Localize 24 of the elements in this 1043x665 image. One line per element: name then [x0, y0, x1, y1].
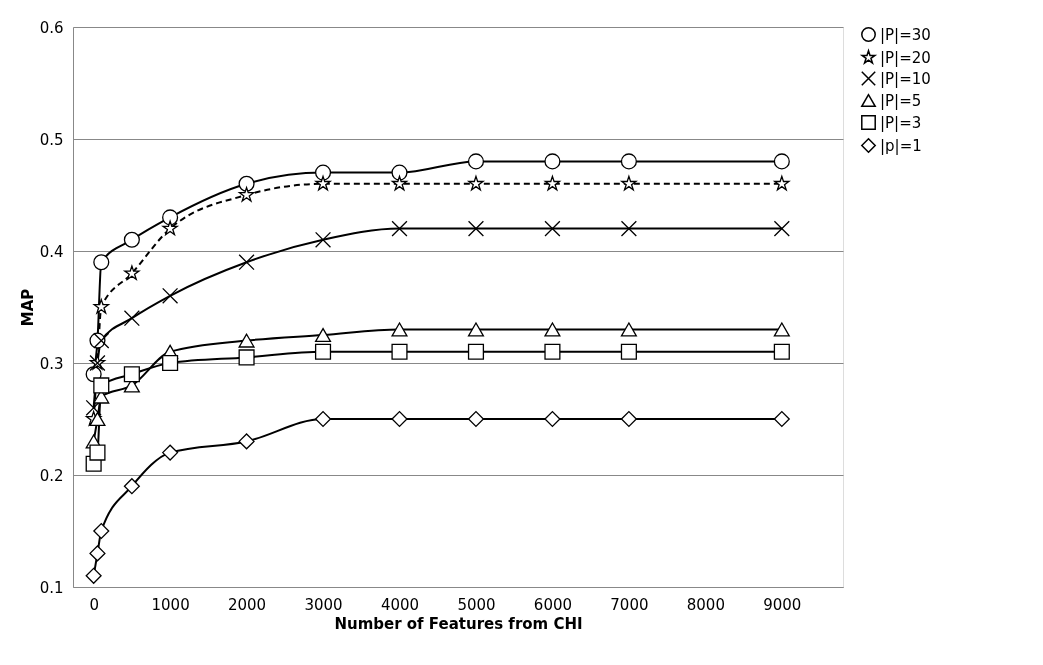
legend-label: |P|=3	[880, 113, 922, 132]
x-tick-label: 5000	[457, 595, 496, 614]
x-tick-label: 8000	[686, 595, 725, 614]
x-tick-label: 4000	[380, 595, 420, 614]
x-tick-label: 0	[89, 595, 99, 614]
y-tick-label: 0.1	[39, 578, 64, 597]
y-axis-title: MAP	[18, 288, 37, 327]
x-tick-label: 1000	[151, 595, 190, 614]
y-tick-label: 0.5	[39, 130, 64, 149]
legend-label: |P|=5	[880, 91, 922, 110]
x-axis-title: Number of Features from CHI	[334, 614, 583, 633]
x-tick-label: 3000	[304, 595, 343, 614]
x-tick-label: 7000	[610, 595, 649, 614]
legend-label: |P|=30	[880, 25, 931, 44]
x-tick-label: 2000	[227, 595, 267, 614]
legend-label: |P|=10	[880, 69, 931, 88]
y-tick-label: 0.2	[39, 466, 64, 485]
y-tick-label: 0.6	[39, 18, 64, 37]
legend-label: |p|=1	[880, 136, 922, 155]
legend-label: |P|=20	[880, 48, 931, 67]
x-tick-label: 9000	[763, 595, 802, 614]
x-tick-label: 6000	[533, 595, 573, 614]
y-tick-label: 0.4	[39, 242, 64, 261]
y-tick-label: 0.3	[39, 354, 64, 373]
